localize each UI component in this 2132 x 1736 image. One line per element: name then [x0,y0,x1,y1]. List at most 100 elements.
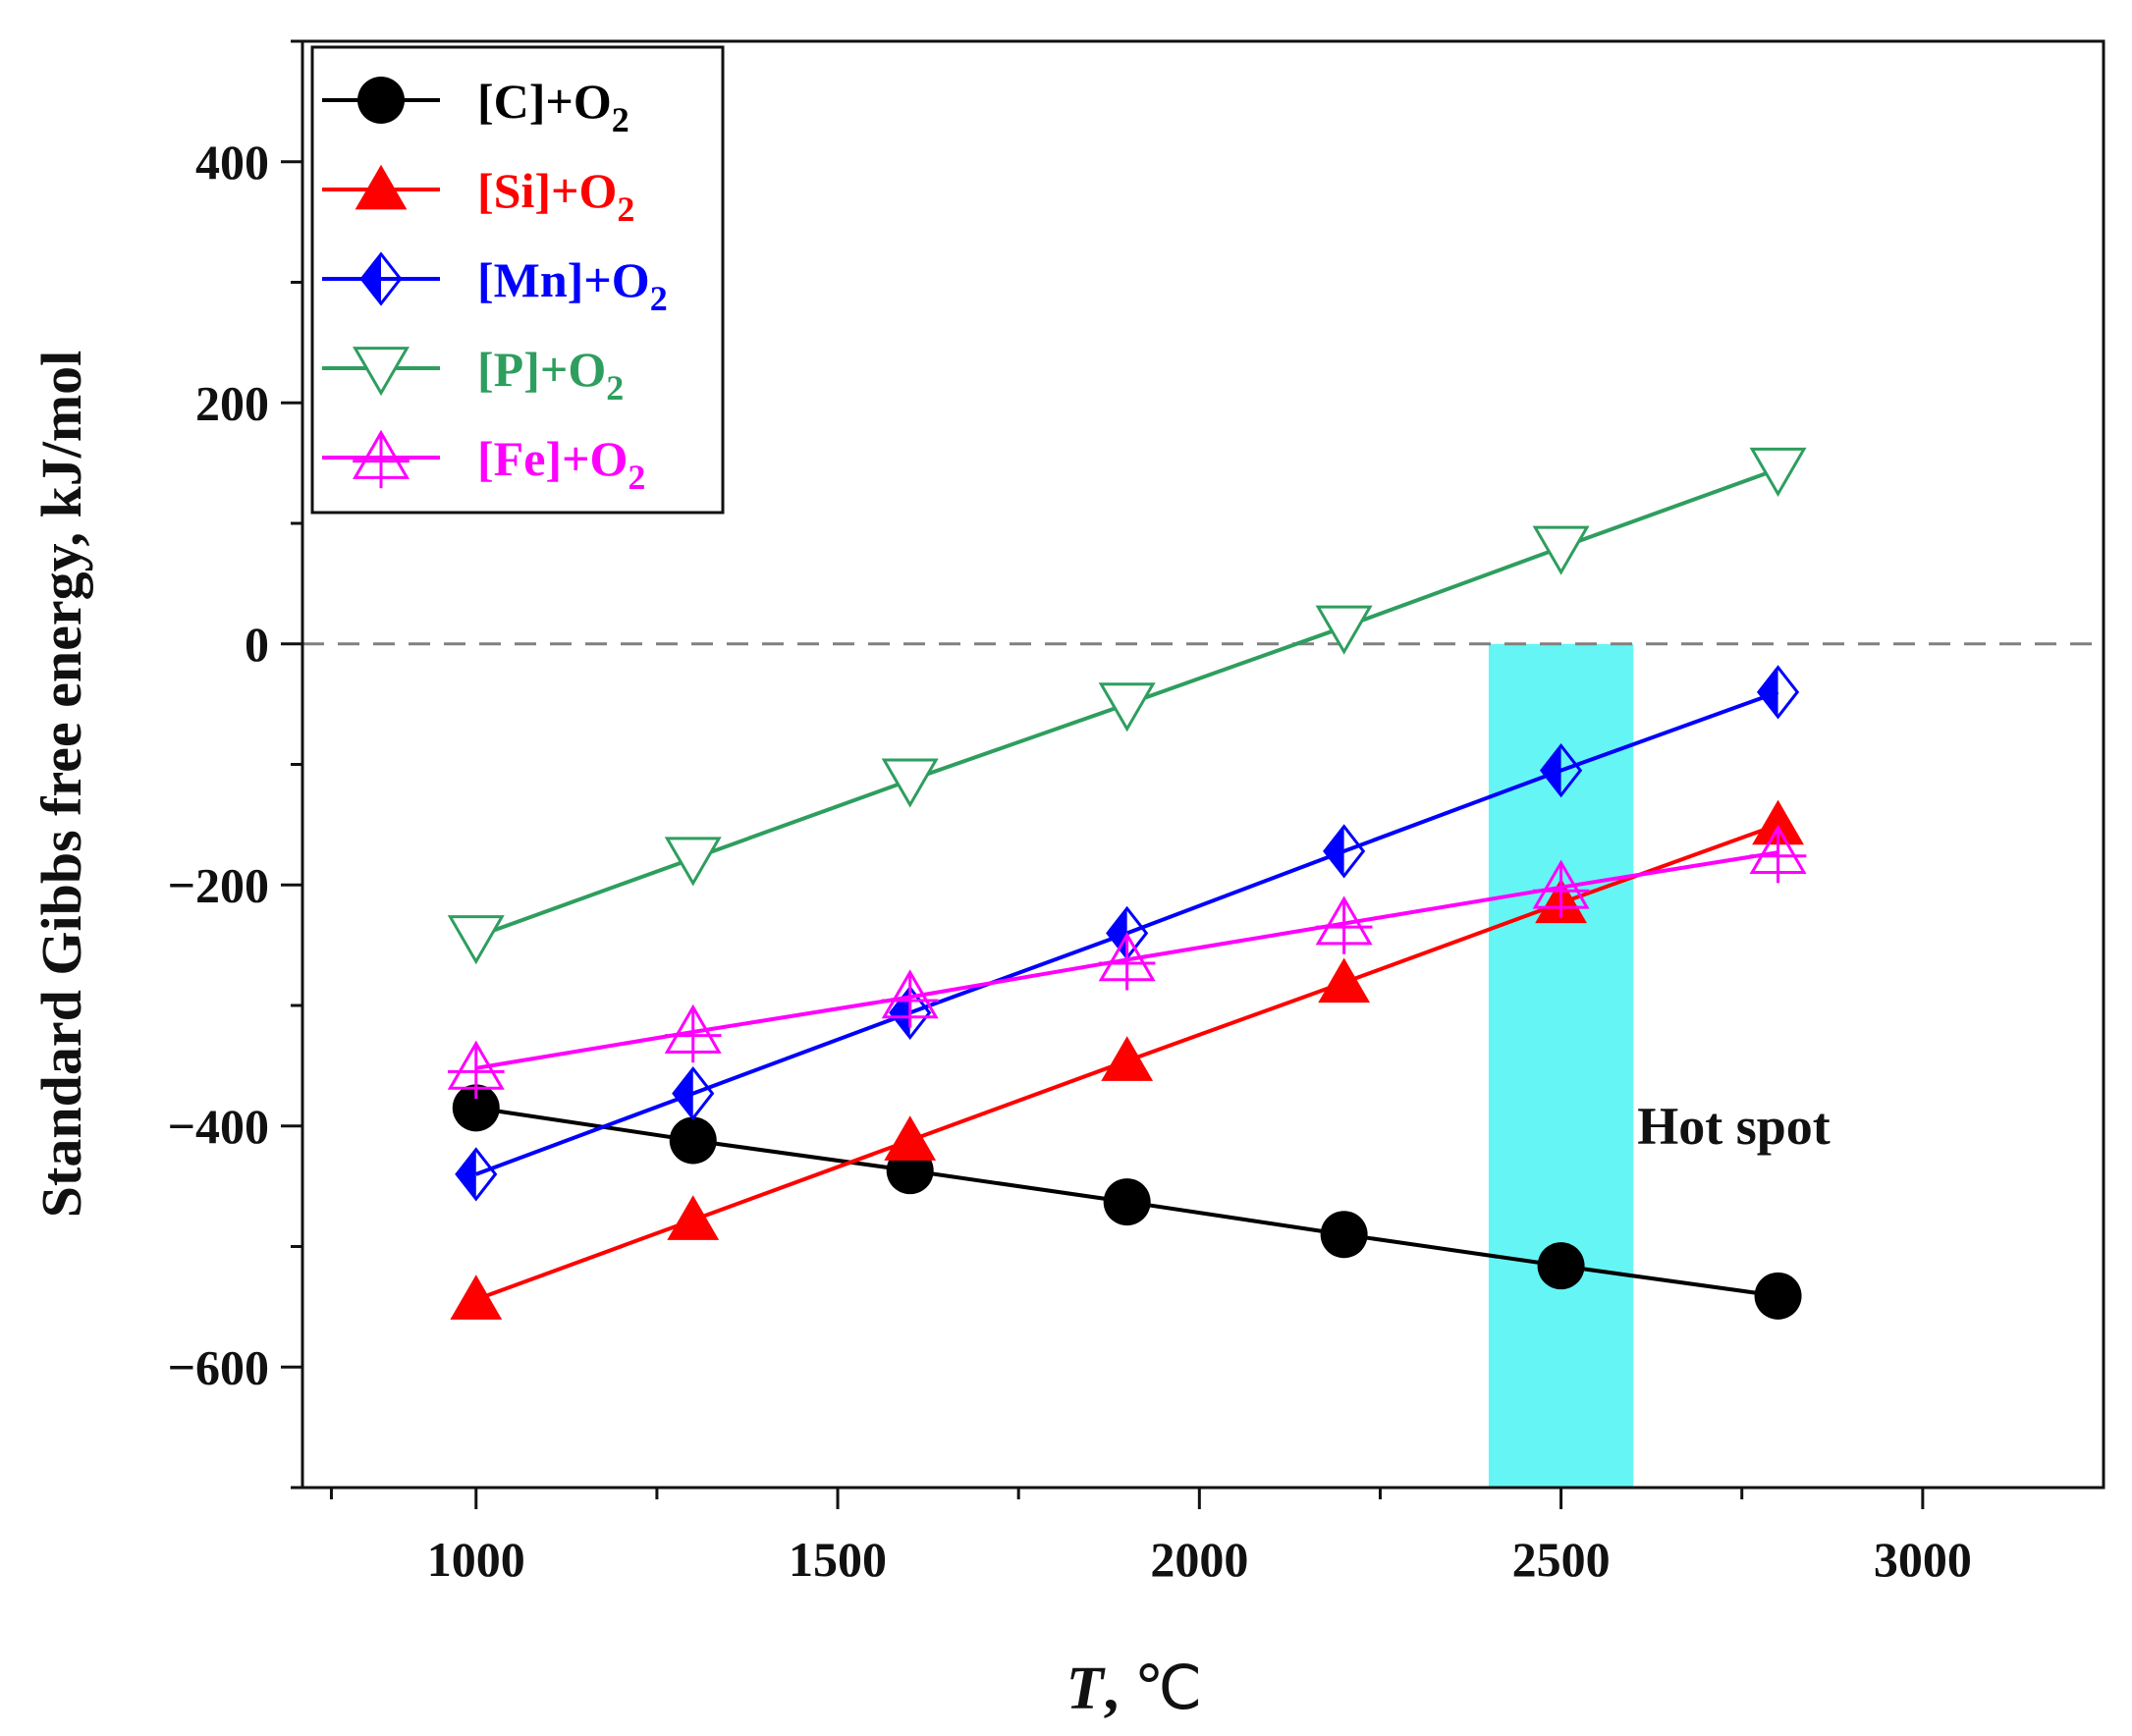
data-point [672,1065,715,1121]
legend-item: [Mn]+O2 [322,251,668,318]
legend-label-base: [C]+O [477,74,612,129]
marker-diamond-fill [361,253,381,304]
legend-label-base: [P]+O [477,342,606,397]
y-tick-label: −400 [168,1099,270,1154]
data-point [1532,525,1590,575]
legend-label-base: [Si]+O [477,163,617,218]
legend-label-base: [Fe]+O [477,431,628,486]
marker-triangle-down [352,347,410,397]
legend-label: [Fe]+O2 [477,431,645,497]
marker-circle [1754,1272,1802,1320]
marker-circle [452,1084,500,1132]
marker-circle [1320,1211,1368,1259]
y-tick-label: 400 [195,135,269,190]
marker-diamond-outline [889,985,932,1041]
data-point [881,758,939,808]
marker-diamond-fill [457,1149,476,1200]
data-point [450,1275,503,1320]
legend-item: [Si]+O2 [322,163,634,229]
marker-diamond-outline [1756,665,1800,720]
data-point [447,915,505,965]
x-tick-label: 3000 [1874,1532,1972,1587]
data-point [1749,824,1807,884]
y-tick-label: 0 [245,617,269,672]
legend-label-subscript: 2 [617,190,634,229]
data-point [1756,665,1800,720]
legend-label: [P]+O2 [477,342,624,407]
marker-diamond-fill [1758,667,1778,718]
data-point [669,1116,717,1165]
marker-triangle [450,1275,503,1320]
legend: [C]+O2[Si]+O2[Mn]+O2[P]+O2[Fe]+O2 [310,45,725,515]
marker-triangle-down [1532,525,1590,575]
marker-triangle [1318,957,1371,1004]
marker-triangle [884,1115,937,1161]
marker-triangle-down [1098,682,1156,732]
data-point [1752,799,1804,845]
marker-diamond-outline [1323,824,1366,879]
marker-diamond-outline [359,251,403,306]
marker-triangle-down [1315,605,1373,655]
marker-circle [1537,1242,1585,1290]
data-point [1101,1036,1154,1081]
marker-diamond-outline [1540,743,1583,798]
series-3 [447,447,1807,965]
marker-diamond-outline [672,1065,715,1121]
data-point [881,969,939,1028]
marker-triangle [1101,1036,1154,1081]
series-0 [452,1084,1802,1320]
marker-circle [357,77,405,124]
y-axis-title: Standard Gibbs free energy, kJ/mol [29,351,93,1218]
data-point [1098,682,1156,732]
ticks-layer: 1000 1500 2000 2500 3000 −600 −400 −200 0 200 400 [168,39,1972,1587]
x-tick-label: 1500 [789,1532,887,1587]
data-point [1537,1242,1585,1290]
legend-item: [P]+O2 [322,342,624,407]
series-4 [447,824,1807,1100]
x-axis-symbol: T [1066,1655,1106,1722]
marker-triangle-down [1749,447,1807,497]
series-layer [447,447,1807,1320]
marker-triangle-down [664,837,722,887]
marker-triangle-down [881,758,939,808]
x-tick-label: 1000 [427,1532,525,1587]
legend-label-subscript: 2 [606,368,624,407]
marker-triangle [667,1195,720,1240]
marker-triangle [1752,799,1804,845]
hot-spot-label: Hot spot [1637,1097,1831,1156]
data-point [452,1084,500,1132]
data-point [1532,859,1590,918]
marker-circle [669,1116,717,1165]
x-axis-title: T, ℃ [1066,1655,1203,1722]
x-tick-label: 2000 [1150,1532,1248,1587]
x-axis-unit: ℃ [1134,1655,1203,1722]
legend-label-subscript: 2 [628,458,645,497]
data-point [1749,447,1807,497]
data-point [1540,743,1583,798]
legend-label-subscript: 2 [612,100,629,139]
y-tick-label: −600 [168,1339,270,1394]
data-point [455,1147,498,1202]
data-point [664,837,722,887]
legend-label: [C]+O2 [477,74,629,139]
data-point [1754,1272,1802,1320]
x-axis-separator: , [1104,1655,1134,1722]
marker-triangle-down [447,915,505,965]
data-point [1323,824,1366,879]
marker-diamond-outline [455,1147,498,1202]
data-point [1320,1211,1368,1259]
data-point [667,1195,720,1240]
marker-triangle [355,164,408,210]
data-point [1315,895,1373,954]
data-point [664,1004,722,1063]
legend-label-base: [Mn]+O [477,252,650,307]
legend-label: [Si]+O2 [477,163,634,229]
data-point [884,1115,937,1161]
data-point [1318,957,1371,1004]
data-point [1315,605,1373,655]
marker-diamond-fill [674,1068,693,1118]
data-point [1103,1178,1151,1226]
marker-circle [1103,1178,1151,1226]
legend-item: [Fe]+O2 [322,429,645,497]
data-point [447,1040,505,1100]
